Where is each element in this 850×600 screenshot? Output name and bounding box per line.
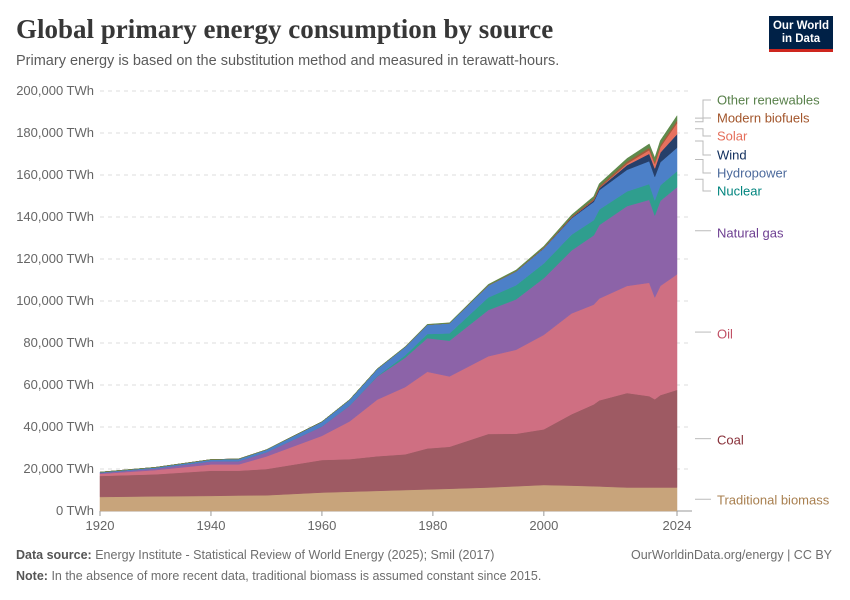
series-label[interactable]: Nuclear (717, 184, 762, 199)
label-connector (695, 99, 711, 119)
source-label: Data source: (16, 548, 92, 562)
x-tick-label: 1920 (86, 518, 115, 533)
label-connector (695, 117, 711, 123)
x-tick-label: 1980 (418, 518, 447, 533)
series-label[interactable]: Other renewables (717, 93, 820, 108)
label-connector (695, 128, 711, 137)
series-label[interactable]: Oil (717, 327, 733, 342)
y-tick-label: 0 TWh (56, 503, 94, 518)
chart-subtitle: Primary energy is based on the substitut… (16, 53, 560, 69)
x-tick-label: 2024 (663, 518, 692, 533)
series-label[interactable]: Natural gas (717, 226, 784, 241)
series-label[interactable]: Traditional biomass (717, 493, 830, 508)
label-connector (695, 140, 711, 156)
note-label: Note: (16, 569, 48, 583)
y-tick-label: 100,000 TWh (16, 293, 94, 308)
data-source: Data source: Energy Institute - Statisti… (16, 548, 494, 562)
y-tick-label: 120,000 TWh (16, 251, 94, 266)
chart-title: Global primary energy consumption by sou… (16, 14, 554, 44)
note-text: In the absence of more recent data, trad… (51, 569, 542, 583)
y-tick-label: 20,000 TWh (23, 461, 94, 476)
series-label[interactable]: Coal (717, 433, 744, 448)
series-label[interactable]: Solar (717, 129, 748, 144)
source-url[interactable]: OurWorldinData.org/energy | CC BY (630, 548, 832, 562)
x-tick-label: 1960 (307, 518, 336, 533)
y-tick-label: 60,000 TWh (23, 377, 94, 392)
x-tick-label: 2000 (529, 518, 558, 533)
y-tick-label: 40,000 TWh (23, 419, 94, 434)
series-label[interactable]: Wind (717, 148, 747, 163)
owid-logo[interactable]: Our World in Data (769, 16, 833, 52)
y-tick-label: 160,000 TWh (16, 167, 94, 182)
source-text[interactable]: Energy Institute - Statistical Review of… (95, 548, 495, 562)
label-connector (695, 158, 711, 174)
x-tick-label: 1940 (197, 518, 226, 533)
label-connector (695, 178, 711, 192)
series-label[interactable]: Hydropower (717, 166, 788, 181)
y-tick-label: 200,000 TWh (16, 83, 94, 98)
y-tick-label: 140,000 TWh (16, 209, 94, 224)
series-label[interactable]: Modern biofuels (717, 111, 810, 126)
y-tick-label: 80,000 TWh (23, 335, 94, 350)
area-other-renewables[interactable] (99, 114, 678, 473)
note: Note: In the absence of more recent data… (16, 569, 541, 583)
y-tick-label: 180,000 TWh (16, 125, 94, 140)
